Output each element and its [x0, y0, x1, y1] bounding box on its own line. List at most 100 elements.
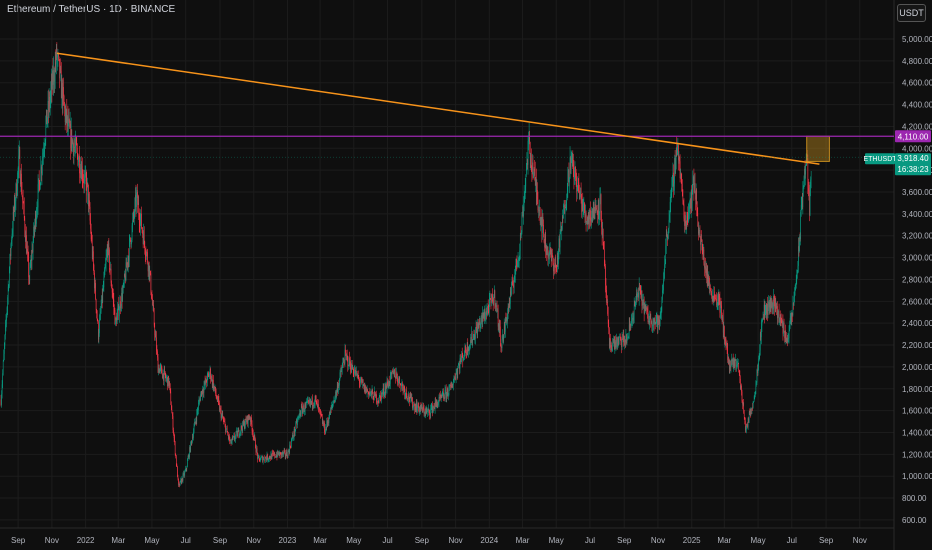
candle-body: [8, 286, 10, 288]
candle-body: [34, 224, 36, 232]
candle-body: [708, 277, 710, 285]
candle-body: [545, 252, 547, 255]
candle-body: [225, 424, 226, 433]
y-tick-label: 4,400.00: [902, 101, 932, 110]
candle-body: [315, 396, 316, 400]
candle-body: [67, 116, 69, 127]
candle-body: [214, 387, 216, 389]
candle-body: [333, 400, 335, 403]
y-tick-label: 3,600.00: [902, 188, 932, 197]
candle-body: [558, 238, 560, 251]
candle-body: [63, 95, 65, 105]
candle-body: [788, 338, 789, 340]
candle-body: [403, 387, 404, 391]
candle-body: [366, 389, 368, 393]
candle-body: [534, 171, 536, 183]
candle-body: [772, 302, 774, 310]
candle-body: [713, 291, 715, 301]
candle-body: [695, 192, 696, 200]
candle-body: [128, 256, 130, 261]
candle-body: [512, 280, 513, 285]
candle-body: [72, 140, 74, 144]
candle-body: [782, 320, 784, 334]
candle-body: [338, 385, 340, 386]
candle-body: [775, 303, 777, 307]
candle-body: [575, 177, 577, 179]
candle-body: [39, 181, 41, 190]
x-tick-label: May: [144, 536, 159, 545]
x-tick-label: Sep: [617, 536, 632, 545]
candle-body: [476, 326, 477, 328]
candle-body: [505, 319, 506, 332]
currency-button[interactable]: USDT: [897, 4, 926, 22]
candle-body: [793, 303, 794, 306]
candle-body: [727, 358, 729, 361]
candle-body: [558, 250, 559, 264]
candle-body: [100, 311, 101, 314]
candle-body: [166, 378, 167, 379]
candle-body: [470, 340, 472, 343]
y-tick-label: 4,600.00: [902, 79, 932, 88]
candle-body: [415, 406, 417, 412]
candle-body: [242, 421, 244, 425]
candle-body: [521, 232, 522, 236]
candle-body: [434, 401, 436, 409]
candle-body: [593, 202, 595, 217]
candle-body: [724, 326, 725, 341]
candle-body: [179, 483, 180, 486]
candle-body: [560, 229, 562, 231]
candle-body: [469, 345, 470, 351]
candle-body: [132, 213, 134, 221]
candle-body: [524, 186, 526, 192]
candle-body: [459, 364, 460, 369]
candle-body: [594, 216, 595, 219]
candle-body: [330, 408, 332, 409]
candle-body: [382, 387, 384, 392]
candle-body: [250, 417, 251, 422]
candle-body: [176, 456, 177, 465]
candle-body: [282, 452, 283, 455]
candle-body: [557, 256, 558, 268]
candle-body: [697, 213, 699, 227]
y-tick-label: 1,600.00: [902, 407, 932, 416]
candle-body: [543, 224, 544, 234]
candle-body: [496, 305, 497, 307]
candle-body: [417, 402, 419, 408]
candle-body: [633, 304, 635, 316]
candle-body: [65, 109, 67, 115]
candle-body: [54, 62, 56, 82]
candle-body: [265, 457, 266, 461]
candle-body: [794, 291, 795, 297]
candle-body: [163, 373, 164, 381]
candle-body: [712, 296, 714, 301]
candle-body: [351, 363, 353, 370]
candle-body: [679, 156, 680, 162]
candle-body: [187, 458, 189, 461]
candle-body: [627, 337, 629, 339]
candle-body: [250, 417, 252, 422]
candle-body: [233, 435, 235, 437]
candle-body: [448, 395, 449, 396]
candle-body: [199, 399, 200, 401]
candle-body: [752, 407, 753, 409]
candle-body: [137, 192, 138, 205]
candle-body: [303, 405, 305, 412]
candle-body: [743, 403, 744, 413]
candle-body: [59, 68, 61, 79]
candle-body: [314, 403, 315, 405]
candle-body: [605, 284, 607, 290]
candle-body: [571, 155, 572, 158]
candle-body: [93, 265, 95, 274]
candle-body: [360, 378, 362, 383]
candle-body: [545, 235, 547, 253]
candle-body: [721, 305, 722, 319]
candle-body: [398, 379, 399, 383]
candle-body: [200, 393, 201, 401]
candle-body: [296, 421, 297, 423]
candle-body: [370, 390, 372, 393]
candle-body: [319, 408, 320, 410]
candle-body: [354, 371, 355, 376]
candle-body: [5, 324, 6, 336]
y-tick-label: 4,000.00: [902, 144, 932, 153]
